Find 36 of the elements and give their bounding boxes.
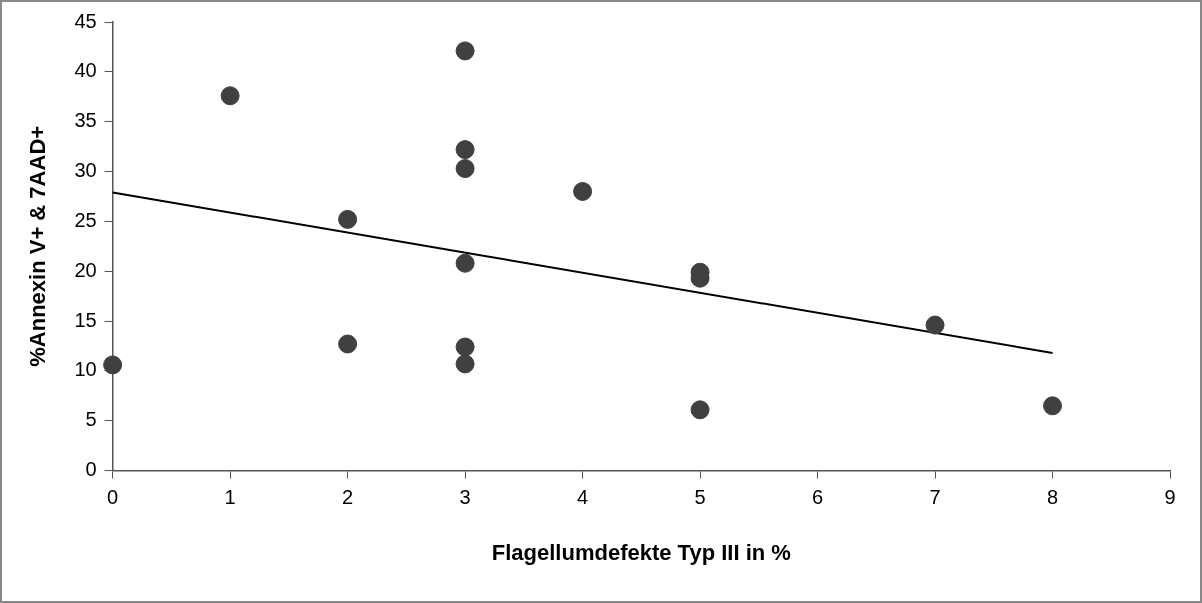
x-tick-label: 1	[224, 486, 236, 509]
x-tick-label: 9	[1164, 486, 1176, 509]
y-tick-label: 5	[85, 408, 97, 431]
point	[1043, 396, 1063, 416]
x-tick-label: 4	[577, 486, 589, 509]
x-tick-label: 7	[929, 486, 941, 509]
y-tick-label: 40	[74, 59, 97, 82]
x-axis-title: Flagellumdefekte Typ III in %	[491, 539, 791, 565]
y-tick-label: 20	[74, 258, 97, 281]
point	[455, 354, 475, 374]
x-tick-label: 5	[694, 486, 706, 509]
y-tick-label: 15	[74, 308, 97, 331]
x-tick-label: 3	[459, 486, 471, 509]
x-tick-label: 6	[811, 486, 824, 509]
y-tick-label: 25	[74, 208, 97, 231]
y-tick-label: 30	[74, 159, 97, 182]
y-tick-label: 35	[74, 109, 97, 132]
x-tick-label: 2	[342, 486, 354, 509]
x-tick-label: 0	[107, 486, 119, 509]
y-tick-label: 0	[85, 458, 97, 481]
point	[455, 337, 475, 357]
point	[103, 355, 123, 375]
point	[338, 334, 358, 354]
point	[573, 181, 593, 201]
point	[455, 140, 475, 160]
point	[455, 159, 475, 179]
point	[455, 253, 475, 273]
point	[925, 315, 945, 335]
y-axis-title: %Annexin V+ & 7AAD+	[25, 125, 51, 367]
x-tick-label: 8	[1046, 486, 1059, 509]
y-tick-label: 10	[74, 358, 97, 381]
point	[690, 400, 710, 420]
point	[455, 41, 475, 61]
y-tick-label: 45	[74, 9, 97, 32]
point	[220, 86, 240, 106]
point	[338, 209, 358, 229]
